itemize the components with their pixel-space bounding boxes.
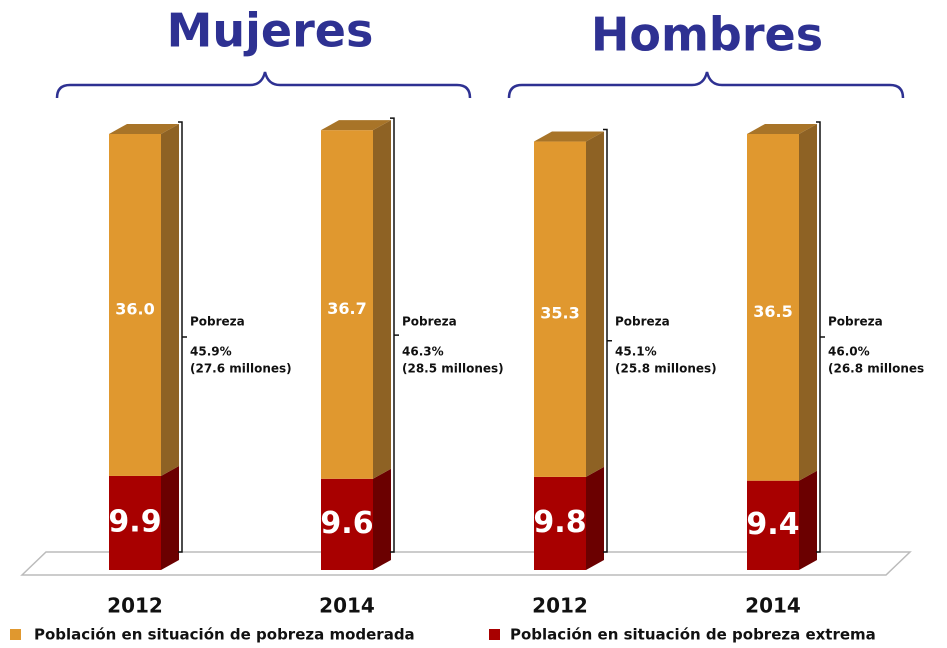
- bar: [747, 480, 799, 570]
- value-label: 36.0: [115, 299, 154, 318]
- annotation: Pobreza: [190, 315, 245, 329]
- group-title: Mujeres: [167, 4, 374, 58]
- bar: [534, 141, 586, 477]
- group-brace: [55, 71, 472, 99]
- annotation: Pobreza: [402, 315, 457, 329]
- bar-top: [109, 123, 179, 134]
- annotation: Pobreza: [615, 315, 670, 329]
- x-tick-label: 2014: [319, 594, 375, 618]
- annotation: 45.9%: [190, 345, 232, 359]
- value-label: 9.4: [746, 507, 799, 542]
- bar-side: [586, 466, 604, 570]
- value-label: 9.9: [108, 504, 161, 539]
- annotation: 45.1%: [615, 345, 657, 359]
- legend-swatch: [10, 629, 21, 640]
- bar: [109, 475, 161, 570]
- legend-label: Población en situación de pobreza extrem…: [510, 626, 876, 644]
- bar: [534, 476, 586, 570]
- bar-side: [373, 120, 391, 479]
- annotation: (27.6 millones): [190, 362, 292, 376]
- legend-swatch: [489, 629, 500, 640]
- legend-label: Población en situación de pobreza modera…: [34, 626, 415, 644]
- bar: [747, 133, 799, 481]
- bar-side: [373, 468, 391, 570]
- annotation: (25.8 millones): [615, 362, 717, 376]
- x-tick-label: 2014: [745, 594, 801, 618]
- value-label: 36.5: [753, 302, 792, 321]
- bracket: [390, 117, 399, 553]
- annotation: 46.0%: [828, 345, 870, 359]
- annotation: Pobreza: [828, 315, 883, 329]
- value-label: 35.3: [540, 304, 579, 323]
- x-tick-label: 2012: [107, 594, 163, 618]
- bar-side: [161, 123, 179, 476]
- group-title: Hombres: [591, 8, 823, 62]
- bar: [109, 133, 161, 476]
- annotation: (28.5 millones): [402, 362, 504, 376]
- bar-side: [586, 131, 604, 477]
- floor: [20, 551, 912, 576]
- value-label: 36.7: [327, 299, 366, 318]
- annotation: (26.8 millones: [828, 362, 924, 376]
- bar-side: [161, 465, 179, 570]
- bar: [321, 130, 373, 479]
- bracket: [603, 128, 612, 553]
- bar-side: [799, 470, 817, 570]
- bar-top: [747, 123, 817, 134]
- value-label: 9.6: [320, 506, 373, 541]
- value-label: 9.8: [533, 505, 586, 540]
- bar: [321, 478, 373, 570]
- x-tick-label: 2012: [532, 594, 588, 618]
- bracket: [816, 121, 825, 553]
- bar-side: [799, 123, 817, 481]
- bracket: [178, 121, 187, 553]
- bar-top: [321, 120, 391, 131]
- bar-top: [534, 131, 604, 142]
- annotation: 46.3%: [402, 345, 444, 359]
- group-brace: [507, 71, 905, 99]
